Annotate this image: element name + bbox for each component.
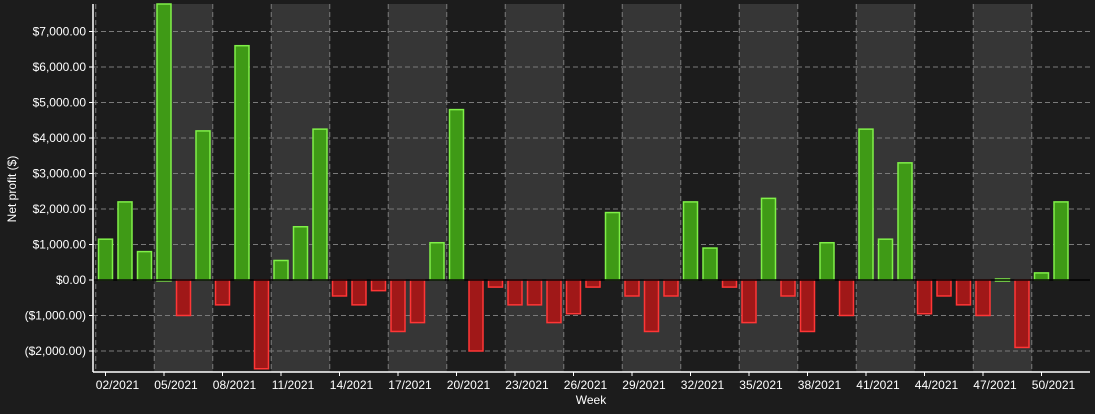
x-tick-label: 29/2021 <box>622 378 666 392</box>
bar-15-2021 <box>351 279 367 306</box>
bar-17-2021 <box>390 279 406 333</box>
bar-33-2021 <box>702 247 718 281</box>
bar-30-2021 <box>643 279 660 333</box>
bar-32-2021 <box>682 201 699 281</box>
bar-11-2021 <box>273 259 289 281</box>
bar-05-2021 <box>156 3 172 282</box>
bar-28-2021 <box>604 211 621 281</box>
x-tick-label: 20/2021 <box>447 378 491 392</box>
y-tick-label: $4,000.00 <box>33 131 87 145</box>
bar-16-2021 <box>370 279 387 292</box>
bar-24-2021 <box>526 279 543 306</box>
bar-19-2021 <box>429 241 445 281</box>
y-tick-label: $6,000.00 <box>33 60 87 74</box>
x-tick-label: 17/2021 <box>388 378 432 392</box>
bar-26-2021 <box>565 279 582 315</box>
bar-21-2021 <box>468 279 484 352</box>
bar-38-2021 <box>799 279 816 333</box>
y-tick-label: $5,000.00 <box>33 96 87 110</box>
bar-31-2021 <box>663 279 679 297</box>
bar-47-2021 <box>975 279 991 317</box>
bar-18-2021 <box>409 279 426 324</box>
bar-40-2021 <box>838 279 855 317</box>
bar-50-2021 <box>1033 272 1050 281</box>
bar-20-2021 <box>448 108 465 281</box>
bar-03-2021 <box>117 201 133 281</box>
bar-36-2021 <box>760 197 777 281</box>
bar-22-2021 <box>487 279 504 288</box>
x-tick-label: 14/2021 <box>330 378 374 392</box>
bar-45-2021 <box>936 279 952 297</box>
x-tick-labels: 02/2021 05/2021 08/2021 11/2021 14/2021 17/20… <box>96 372 1076 392</box>
x-tick-label: 05/2021 <box>154 378 198 392</box>
y-axis-title: Net profit ($) <box>5 156 19 223</box>
bar-34-2021 <box>721 279 738 288</box>
axes <box>92 4 1090 373</box>
y-tick-labels: $7,000.00 $6,000.00 $5,000.00 $4,000.00 $3,0… <box>25 25 93 358</box>
bar-29-2021 <box>624 279 640 297</box>
bar-12-2021 <box>292 226 309 281</box>
bar-41-2021 <box>858 128 874 281</box>
bar-37-2021 <box>780 279 796 297</box>
bar-23-2021 <box>507 279 523 306</box>
y-tick-label: $2,000.00 <box>33 202 87 216</box>
x-tick-label: 47/2021 <box>973 378 1017 392</box>
x-tick-label: 11/2021 <box>272 378 315 392</box>
x-tick-label: 41/2021 <box>856 378 900 392</box>
bar-10-2021 <box>253 279 270 370</box>
x-tick-label: 38/2021 <box>798 378 842 392</box>
y-tick-label: $7,000.00 <box>33 25 87 39</box>
y-tick-label: $1,000.00 <box>33 238 87 252</box>
bar-07-2021 <box>195 130 211 281</box>
x-tick-label: 50/2021 <box>1032 378 1076 392</box>
x-tick-label: 44/2021 <box>915 378 959 392</box>
bar-04-2021 <box>136 250 153 281</box>
bars <box>97 3 1069 370</box>
bar-13-2021 <box>312 128 328 281</box>
y-tick-label: $0.00 <box>56 273 86 287</box>
bar-09-2021 <box>234 44 250 281</box>
bar-46-2021 <box>955 279 972 306</box>
bar-08-2021 <box>214 279 231 306</box>
y-tick-label: $3,000.00 <box>33 167 87 181</box>
bar-27-2021 <box>585 279 601 288</box>
y-tick-label: ($1,000.00) <box>25 309 86 323</box>
bar-25-2021 <box>546 279 562 324</box>
bar-06-2021 <box>175 279 192 317</box>
x-tick-label: 23/2021 <box>505 378 549 392</box>
x-axis-title: Week <box>576 393 607 407</box>
bar-44-2021 <box>916 279 933 315</box>
bar-42-2021 <box>877 238 894 281</box>
bar-49-2021 <box>1014 279 1030 349</box>
x-tick-label: 26/2021 <box>564 378 608 392</box>
bar-51-2021 <box>1053 201 1069 281</box>
bar-43-2021 <box>897 162 913 281</box>
x-tick-label: 02/2021 <box>96 378 140 392</box>
x-tick-label: 08/2021 <box>213 378 257 392</box>
y-tick-label: ($2,000.00) <box>25 344 86 358</box>
bar-35-2021 <box>741 279 757 324</box>
bar-14-2021 <box>331 279 348 297</box>
bar-39-2021 <box>819 241 835 281</box>
x-tick-label: 35/2021 <box>739 378 783 392</box>
bar-02-2021 <box>97 238 114 281</box>
x-tick-label: 32/2021 <box>681 378 725 392</box>
